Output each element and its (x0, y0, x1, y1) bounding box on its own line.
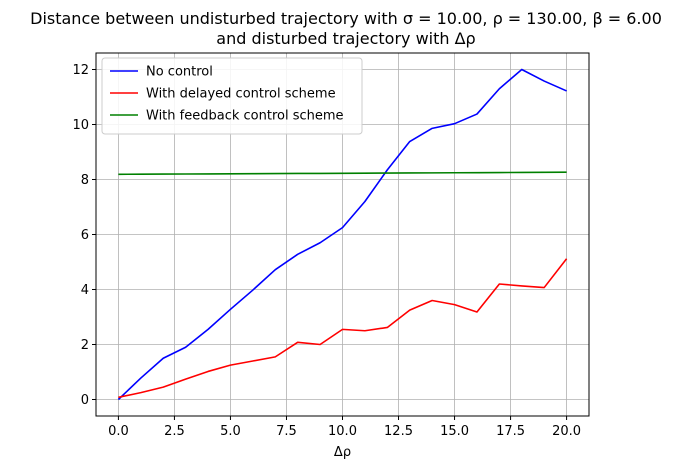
x-tick-label: 2.5 (164, 424, 185, 439)
y-tick-label: 2 (81, 338, 89, 353)
series-group (117, 68, 568, 401)
series-line-1 (117, 68, 567, 401)
y-tick-label: 6 (81, 228, 89, 243)
x-tick-label: 12.5 (384, 424, 413, 439)
y-tick-label: 8 (81, 173, 89, 188)
y-tick-label: 10 (72, 118, 89, 133)
x-tick-label: 10.0 (328, 424, 357, 439)
legend-label: With feedback control scheme (146, 109, 344, 124)
x-tick-label: 17.5 (496, 424, 525, 439)
chart-title: Distance between undisturbed trajectory … (30, 9, 662, 28)
axis-ticks: 0.0 2.5 5.0 7.5 10.0 12.5 15.0 17.5 20.0 0 2 4 6 8 10 1… (72, 63, 581, 439)
y-tick-label: 0 (81, 393, 89, 408)
x-tick-label: 5.0 (220, 424, 241, 439)
legend-label: No control (146, 65, 213, 80)
legend-label: With delayed control scheme (146, 87, 336, 102)
y-tick-label: 4 (81, 283, 89, 298)
series-line-2 (118, 258, 568, 399)
x-tick-label: 0.0 (108, 424, 129, 439)
y-tick-label: 12 (72, 63, 89, 78)
legend-box (101, 57, 363, 135)
x-tick-label: 20.0 (552, 424, 581, 439)
x-axis-label: Δρ (334, 445, 351, 460)
series-line-3 (118, 171, 567, 176)
x-tick-label: 15.0 (440, 424, 469, 439)
chart-subtitle: and disturbed trajectory with Δρ (216, 29, 475, 48)
legend: No control With delayed control scheme Wit… (101, 57, 363, 135)
x-tick-label: 7.5 (276, 424, 297, 439)
